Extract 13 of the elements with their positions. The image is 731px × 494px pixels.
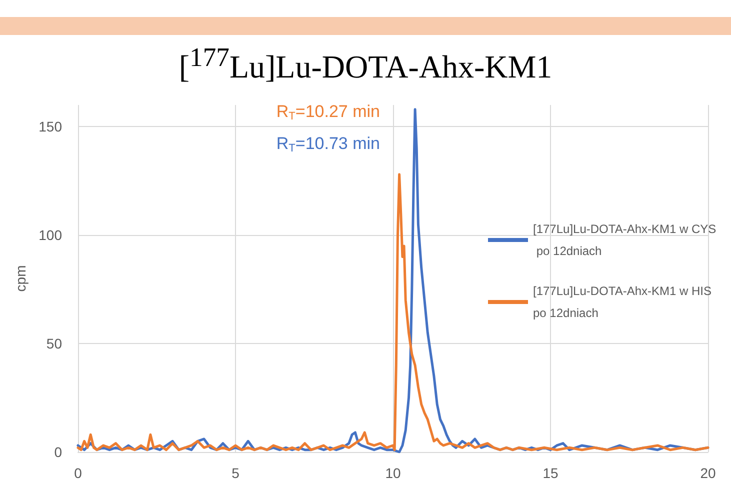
chart-title: [$^{177}$Lu]Lu-DOTA-Ahx-KM1 [178,42,554,86]
x-tick-label: 0 [74,465,82,481]
y-tick-label: 100 [38,227,62,244]
x-tick-label: 20 [700,465,716,481]
y-tick-label: 150 [38,118,62,135]
y-tick-label: 50 [46,336,62,352]
x-tick-label: 10 [385,465,401,481]
y-tick-label: 0 [54,444,62,460]
legend-label: [177Lu]Lu-DOTA-Ahx-KM1 w CYS po 12dniach [533,222,716,258]
y-axis-title: cpm [12,265,29,292]
x-tick-label: 5 [232,465,240,481]
x-tick-label: 15 [542,465,558,481]
legend-label: [177Lu]Lu-DOTA-Ahx-KM1 w HIS po 12dniach [533,284,715,320]
